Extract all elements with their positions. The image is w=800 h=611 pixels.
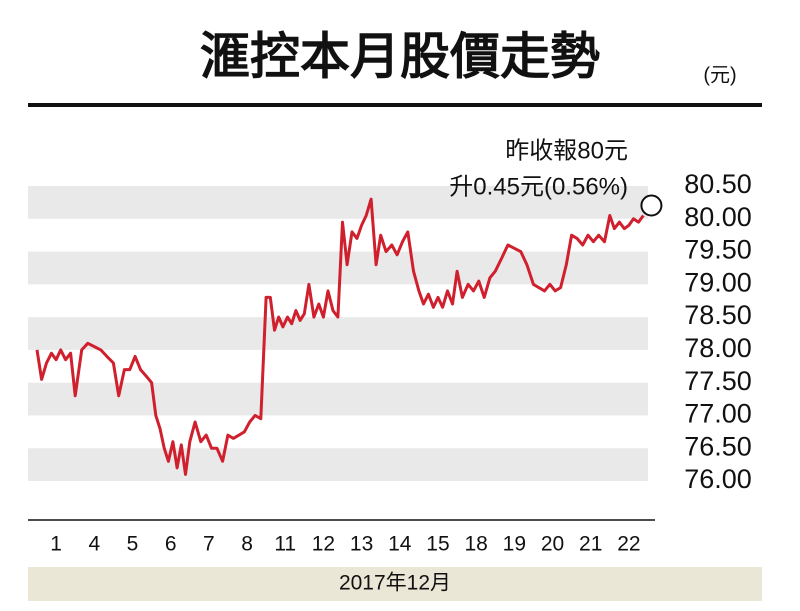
annotation: 昨收報80元 <box>505 137 628 164</box>
price-line <box>35 197 645 476</box>
grid-band <box>28 448 648 481</box>
x-tick-label: 6 <box>165 533 177 556</box>
grid-band <box>28 251 648 285</box>
grid-band <box>28 186 648 219</box>
x-tick-label: 14 <box>388 533 412 556</box>
y-tick-label: 80.00 <box>684 202 752 232</box>
x-tick-label: 21 <box>579 533 602 556</box>
y-tick-label: 76.50 <box>684 431 752 461</box>
x-axis-label: 2017年12月 <box>339 572 451 595</box>
x-tick-label: 19 <box>503 533 526 556</box>
x-tick-label: 13 <box>350 533 373 556</box>
x-tick-label: 12 <box>312 533 335 556</box>
y-tick-label: 78.50 <box>684 300 752 330</box>
x-tick-label: 7 <box>203 533 215 556</box>
chart-title: 滙控本月股價走勢 <box>200 28 600 84</box>
annotation: 升0.45元(0.56%) <box>449 173 628 200</box>
y-tick-label: 80.50 <box>684 169 752 199</box>
x-tick-label: 1 <box>50 533 62 556</box>
x-tick-label: 18 <box>464 533 487 556</box>
y-tick-label: 78.00 <box>684 333 752 363</box>
y-tick-label: 77.00 <box>684 399 752 429</box>
y-tick-label: 79.00 <box>684 267 752 297</box>
unit-label: (元) <box>703 64 736 86</box>
x-tick-label: 5 <box>127 533 139 556</box>
y-tick-label: 76.00 <box>684 464 752 494</box>
x-tick-label: 8 <box>241 533 253 556</box>
x-tick-label: 15 <box>426 533 449 556</box>
grid-band <box>28 382 648 416</box>
last-price-marker <box>640 194 663 217</box>
x-tick-label: 11 <box>274 533 296 556</box>
x-tick-label: 22 <box>617 533 640 556</box>
x-tick-label: 20 <box>541 533 564 556</box>
x-tick-label: 4 <box>88 533 100 556</box>
title-rule <box>28 103 762 107</box>
grid-band <box>28 317 648 350</box>
y-tick-label: 77.50 <box>684 366 752 396</box>
x-label-bar <box>28 567 762 601</box>
y-tick-label: 79.50 <box>684 235 752 265</box>
